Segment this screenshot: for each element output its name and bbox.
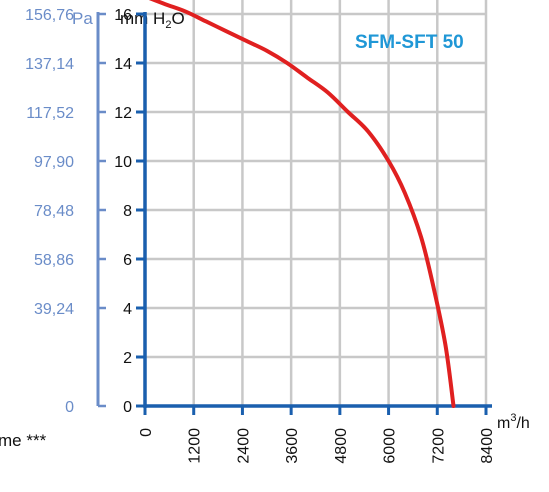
- x-axis-label: m3/h: [497, 412, 530, 432]
- grid: [145, 0, 488, 406]
- mm-tick-label: 6: [123, 252, 132, 269]
- mm-tick-label: 14: [114, 56, 132, 73]
- pa-tick-label: 156,76: [25, 7, 74, 24]
- x-tick-label: 4800: [333, 428, 350, 464]
- left-edge-fragment: me ***: [0, 431, 47, 450]
- x-tick-label: 7200: [430, 428, 447, 464]
- mm-tick-label: 0: [123, 399, 132, 416]
- x-tick-label: 1200: [187, 428, 204, 464]
- pa-tick-label: 137,14: [25, 56, 74, 73]
- pa-axis: 0 39,24 58,86 78,48 97,90 117,52 137,14 156,76: [25, 7, 106, 416]
- mm-tick-label: 2: [123, 350, 132, 367]
- pa-tick-label: 78,48: [34, 203, 74, 220]
- mm-axis: 0 2 4 6 8 10 12 14 16: [114, 7, 147, 416]
- x-tick-label: 3600: [284, 428, 301, 464]
- performance-curve: [148, 0, 456, 408]
- x-tick-label: 0: [138, 428, 155, 437]
- mm-tick-label: 8: [123, 203, 132, 220]
- pa-tick-label: 58,86: [34, 252, 74, 269]
- mm-tick-label: 16: [114, 7, 132, 24]
- mm-tick-label: 10: [114, 154, 132, 171]
- pa-tick-label: 39,24: [34, 301, 74, 318]
- pa-tick-label: 0: [65, 399, 74, 416]
- pa-tick-label: 117,52: [26, 105, 74, 122]
- mm-tick-label: 4: [123, 301, 132, 318]
- series: [148, 0, 456, 408]
- chart-title: SFM-SFT 50: [355, 32, 464, 53]
- pa-axis-label: Pa: [72, 9, 93, 28]
- mm-tick-label: 12: [114, 105, 132, 122]
- x-tick-label: 8400: [479, 428, 496, 464]
- mm-axis-label: mm H2O: [120, 9, 185, 31]
- x-tick-label: 2400: [235, 428, 252, 464]
- pa-tick-label: 97,90: [34, 154, 74, 171]
- x-tick-label: 6000: [382, 428, 399, 464]
- x-axis: 0 1200 2400 3600 4800 6000 7200 8400: [138, 404, 496, 464]
